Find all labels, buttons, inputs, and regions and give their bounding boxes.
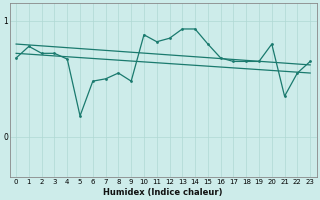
X-axis label: Humidex (Indice chaleur): Humidex (Indice chaleur): [103, 188, 223, 197]
